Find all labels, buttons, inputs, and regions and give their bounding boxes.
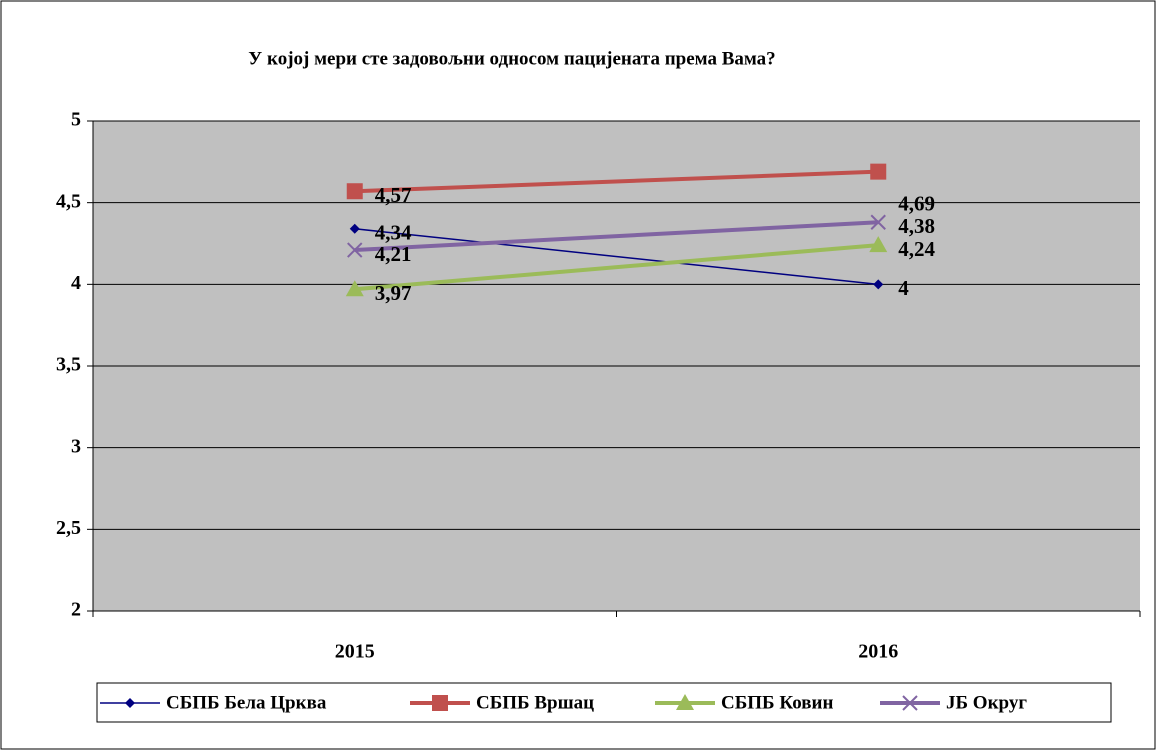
marker bbox=[902, 695, 918, 711]
data-label: 4,69 bbox=[898, 191, 935, 215]
marker bbox=[347, 242, 363, 258]
legend-label: СБПБ Ковин bbox=[721, 692, 833, 713]
marker bbox=[873, 279, 884, 290]
marker bbox=[349, 223, 360, 234]
marker bbox=[345, 280, 364, 297]
marker bbox=[870, 163, 887, 180]
series-line bbox=[354, 228, 879, 286]
data-label: 4 bbox=[898, 276, 909, 300]
data-label: 4,38 bbox=[898, 214, 935, 238]
chart-title: У којој мери сте задовољни односом пациј… bbox=[248, 48, 775, 69]
y-tick-label: 3,5 bbox=[56, 354, 81, 376]
data-label: 4,57 bbox=[375, 183, 412, 207]
data-label: 4,21 bbox=[375, 242, 412, 266]
marker bbox=[432, 695, 448, 711]
legend-label: СБПБ Вршац bbox=[476, 692, 594, 713]
y-tick-label: 2 bbox=[71, 599, 81, 621]
y-tick-label: 4,5 bbox=[56, 190, 81, 212]
data-label: 3,97 bbox=[375, 281, 412, 305]
marker bbox=[125, 698, 135, 708]
series-line bbox=[354, 220, 879, 253]
data-label: 4,24 bbox=[898, 237, 935, 261]
legend-label: ЈБ Округ bbox=[946, 692, 1027, 713]
marker bbox=[676, 694, 694, 710]
y-tick-label: 2,5 bbox=[56, 517, 81, 539]
legend bbox=[96, 682, 1112, 723]
marker bbox=[346, 183, 363, 200]
series-line bbox=[354, 169, 879, 194]
legend-label: СБПБ Бела Црква bbox=[166, 692, 327, 713]
x-tick-label: 2015 bbox=[335, 641, 375, 663]
series-line bbox=[354, 243, 879, 292]
y-tick-label: 3 bbox=[71, 435, 81, 457]
marker bbox=[870, 214, 886, 230]
data-label: 4,34 bbox=[375, 221, 412, 245]
y-tick-label: 5 bbox=[71, 109, 81, 131]
y-tick-label: 4 bbox=[71, 272, 81, 294]
marker bbox=[869, 236, 888, 253]
x-tick-label: 2016 bbox=[858, 641, 898, 663]
